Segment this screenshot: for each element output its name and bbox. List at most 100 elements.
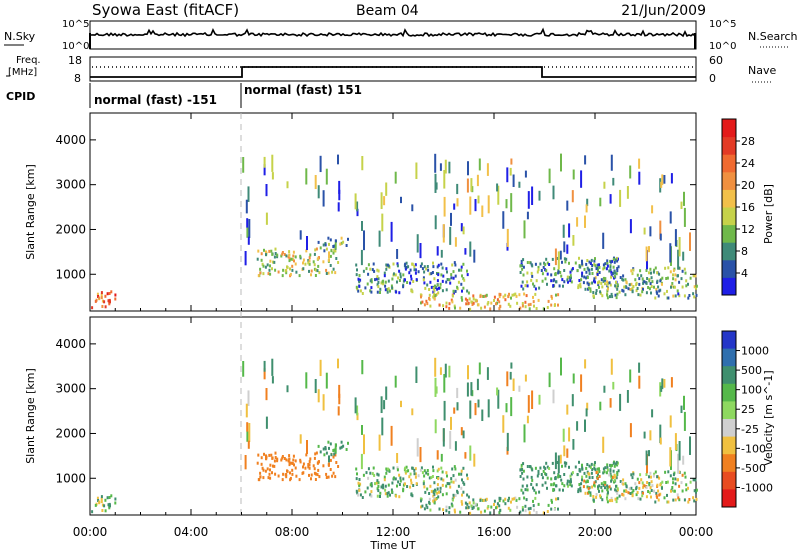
echo-cell <box>482 295 485 298</box>
echo-cell <box>689 276 692 280</box>
echo-cell <box>695 497 698 501</box>
echo-cell <box>498 511 501 515</box>
echo-cell <box>330 249 333 253</box>
echo-cell <box>606 491 609 495</box>
echo-streak <box>683 395 685 410</box>
echo-cell <box>369 267 372 271</box>
nsky-tick-bottom: 10^0 <box>62 41 89 52</box>
echo-cell <box>415 278 418 282</box>
echo-cell <box>597 472 599 476</box>
echo-cell <box>402 285 405 289</box>
echo-cell <box>616 473 619 476</box>
echo-cell <box>470 300 473 304</box>
echo-cell <box>654 296 657 300</box>
echo-cell <box>452 480 455 484</box>
echo-streak <box>328 251 330 259</box>
echo-cell <box>569 270 572 274</box>
echo-cell <box>271 456 274 460</box>
echo-cell <box>450 480 453 484</box>
echo-cell <box>294 262 297 266</box>
echo-cell <box>315 268 318 272</box>
echo-cell <box>408 475 411 479</box>
echo-cell <box>527 507 530 511</box>
echo-cell <box>595 471 598 475</box>
echo-cell <box>329 468 332 471</box>
echo-cell <box>612 469 615 473</box>
echo-cell <box>379 495 381 498</box>
echo-cell <box>114 501 117 505</box>
echo-streak <box>456 402 459 411</box>
echo-cell <box>564 260 567 264</box>
echo-streak <box>510 397 513 417</box>
echo-cell <box>533 284 536 288</box>
echo-cell <box>604 282 606 286</box>
echo-cell <box>94 299 97 303</box>
echo-cell <box>666 276 669 280</box>
echo-cell <box>466 493 469 497</box>
echo-cell <box>592 291 595 294</box>
echo-cell <box>570 484 573 488</box>
echo-cell <box>101 503 104 507</box>
echo-streak <box>659 233 662 241</box>
echo-cell <box>412 484 415 487</box>
echo-streak <box>572 439 575 450</box>
echo-cell <box>530 278 533 282</box>
echo-cell <box>347 237 349 241</box>
echo-streak <box>476 174 479 187</box>
echo-cell <box>313 263 316 267</box>
echo-cell <box>610 464 612 468</box>
echo-cell <box>550 477 553 481</box>
echo-cell <box>460 486 463 490</box>
echo-cell <box>464 501 467 505</box>
echo-cell <box>340 236 343 240</box>
echo-streak <box>361 360 364 375</box>
echo-cell <box>585 480 588 484</box>
echo-cell <box>604 278 607 282</box>
echo-cell <box>370 286 373 290</box>
echo-cell <box>268 472 271 476</box>
echo-cell <box>256 461 259 465</box>
echo-cell <box>656 291 659 295</box>
echo-streak <box>638 171 641 185</box>
echo-cell <box>561 482 564 486</box>
echo-cell <box>339 446 342 450</box>
echo-cell <box>530 482 533 486</box>
echo-cell <box>625 484 628 488</box>
echo-streak <box>559 250 562 260</box>
echo-cell <box>298 274 301 278</box>
echo-cell <box>377 277 380 281</box>
echo-cell <box>486 302 489 306</box>
echo-streak <box>361 156 364 171</box>
echo-cell <box>684 271 687 275</box>
echo-cell <box>356 287 359 291</box>
echo-streak <box>361 425 363 435</box>
echo-cell <box>467 291 470 295</box>
echo-cell <box>508 292 510 296</box>
echo-cell <box>683 471 686 475</box>
echo-cell <box>453 304 456 308</box>
echo-cell <box>670 285 672 289</box>
x-tick-label: 12:00 <box>376 525 411 539</box>
echo-streak <box>669 447 672 467</box>
echo-cell <box>104 509 107 513</box>
echo-cell <box>656 483 659 487</box>
echo-cell <box>534 262 537 266</box>
echo-cell <box>461 493 463 497</box>
echo-cell <box>623 489 626 493</box>
echo-cell <box>529 506 532 510</box>
echo-cell <box>425 299 428 303</box>
echo-cell <box>639 497 642 501</box>
x-tick-label: 20:00 <box>578 525 613 539</box>
echo-cell <box>428 293 431 297</box>
echo-cell <box>546 476 549 480</box>
echo-cell <box>432 490 435 494</box>
echo-streak <box>456 198 459 207</box>
echo-cell <box>340 445 343 449</box>
echo-cell <box>489 511 492 515</box>
echo-streak <box>526 415 529 424</box>
echo-cell <box>609 283 612 287</box>
echo-cell <box>522 273 525 277</box>
echo-cell <box>596 476 599 480</box>
echo-cell <box>369 493 372 497</box>
echo-cell <box>415 482 418 486</box>
